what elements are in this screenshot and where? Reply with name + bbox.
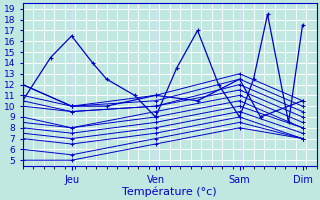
- X-axis label: Température (°c): Température (°c): [122, 186, 217, 197]
